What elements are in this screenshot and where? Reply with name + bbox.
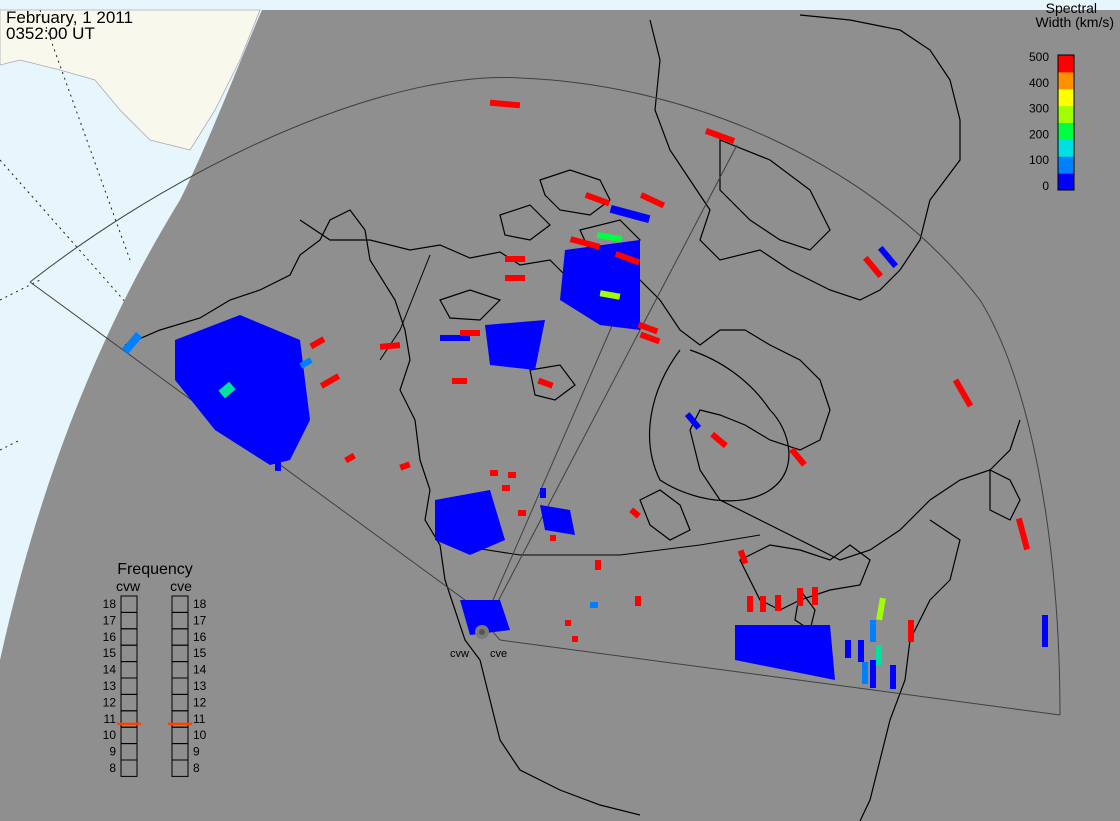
- colorbar-band: [1058, 139, 1074, 157]
- colorbar-band: [1058, 156, 1074, 174]
- backscatter-mid: [121, 231, 886, 684]
- frequency-level-right: 18: [193, 597, 207, 611]
- date-label: February, 1 2011: [6, 8, 133, 27]
- frequency-level-right: 13: [193, 679, 207, 693]
- colorbar-title-line1: Spectral: [1046, 0, 1097, 16]
- radar-label-cve: cve: [490, 648, 507, 660]
- frequency-level-left: 11: [104, 712, 117, 726]
- colorbar-gradient: [1058, 55, 1074, 191]
- fov-center-line-2: [479, 311, 619, 631]
- frequency-level-right: 14: [193, 663, 207, 677]
- colorbar-band: [1058, 105, 1074, 123]
- colorbar-band: [1058, 122, 1074, 140]
- radar-sites: cvw cve: [450, 625, 507, 660]
- frequency-level-right: 17: [193, 613, 207, 627]
- frequency-radar-right: cve: [170, 578, 192, 594]
- nightside-shading: [0, 10, 1120, 821]
- colorbar-band: [1058, 71, 1074, 90]
- fov-east-edge: [499, 639, 1061, 716]
- colorbar-tick-label: 200: [1029, 127, 1049, 141]
- frequency-level-right: 16: [193, 630, 207, 644]
- frequency-level-right: 10: [193, 728, 207, 742]
- borders: [379, 254, 761, 556]
- frequency-level-right: 9: [193, 745, 200, 759]
- fov-center-line-1: [482, 144, 738, 631]
- frequency-level-left: 14: [103, 663, 117, 677]
- frequency-level-left: 15: [103, 646, 117, 660]
- colorbar-band: [1058, 55, 1074, 73]
- frequency-scales: 18 18 17 17 16 16 15 15 14 14 13 13 12 12 11 11 10 10 9 9 8 8: [103, 595, 207, 777]
- dayside-land: [0, 9, 261, 151]
- frequency-level-right: 8: [193, 761, 200, 775]
- frequency-level-left: 13: [103, 679, 117, 693]
- radar-site-center: [479, 629, 485, 635]
- frequency-panel: Frequency cvw cve 18 18 17 17 16 16 15 15 14 14 13…: [103, 561, 207, 777]
- colorbar-band: [1058, 173, 1074, 191]
- frequency-level-left: 16: [103, 630, 117, 644]
- frequency-level-right: 12: [193, 695, 207, 709]
- colorbar: Spectral Width (km/s) 500 400 300 200 100 0: [1029, 0, 1114, 193]
- colorbar-band: [1058, 88, 1074, 107]
- frequency-level-left: 12: [103, 695, 117, 709]
- frequency-level-right: 15: [193, 646, 207, 660]
- frequency-level-left: 17: [103, 613, 117, 627]
- backscatter-high: [309, 99, 1031, 642]
- colorbar-tick-label: 100: [1029, 153, 1049, 167]
- colorbar-tick-label: 0: [1042, 179, 1049, 193]
- colorbar-tick-label: 300: [1029, 102, 1049, 116]
- graticule-lines: [0, 9, 151, 451]
- backscatter-low: [175, 204, 1048, 689]
- time-label: 0352:00 UT: [6, 24, 95, 43]
- frequency-level-right: 11: [193, 712, 206, 726]
- colorbar-ticks: 500 400 300 200 100 0: [1029, 50, 1049, 193]
- frequency-level-left: 9: [109, 745, 116, 759]
- frequency-cell-left: [120, 759, 138, 777]
- colorbar-tick-label: 500: [1029, 50, 1049, 64]
- colorbar-tick-label: 400: [1029, 76, 1049, 90]
- radar-label-cvw: cvw: [450, 648, 469, 660]
- fov-outer-arc: [29, 76, 1061, 716]
- frequency-radar-left: cvw: [116, 578, 141, 594]
- frequency-level-left: 8: [109, 761, 116, 775]
- timestamp-header: February, 1 2011 0352:00 UT: [6, 8, 133, 43]
- frequency-level-left: 18: [103, 597, 117, 611]
- frequency-cell-right: [171, 759, 189, 777]
- frequency-level-left: 10: [103, 728, 117, 742]
- frequency-title: Frequency: [117, 561, 193, 578]
- colorbar-frame: [1057, 54, 1075, 191]
- colorbar-title-line2: Width (km/s): [1035, 14, 1114, 30]
